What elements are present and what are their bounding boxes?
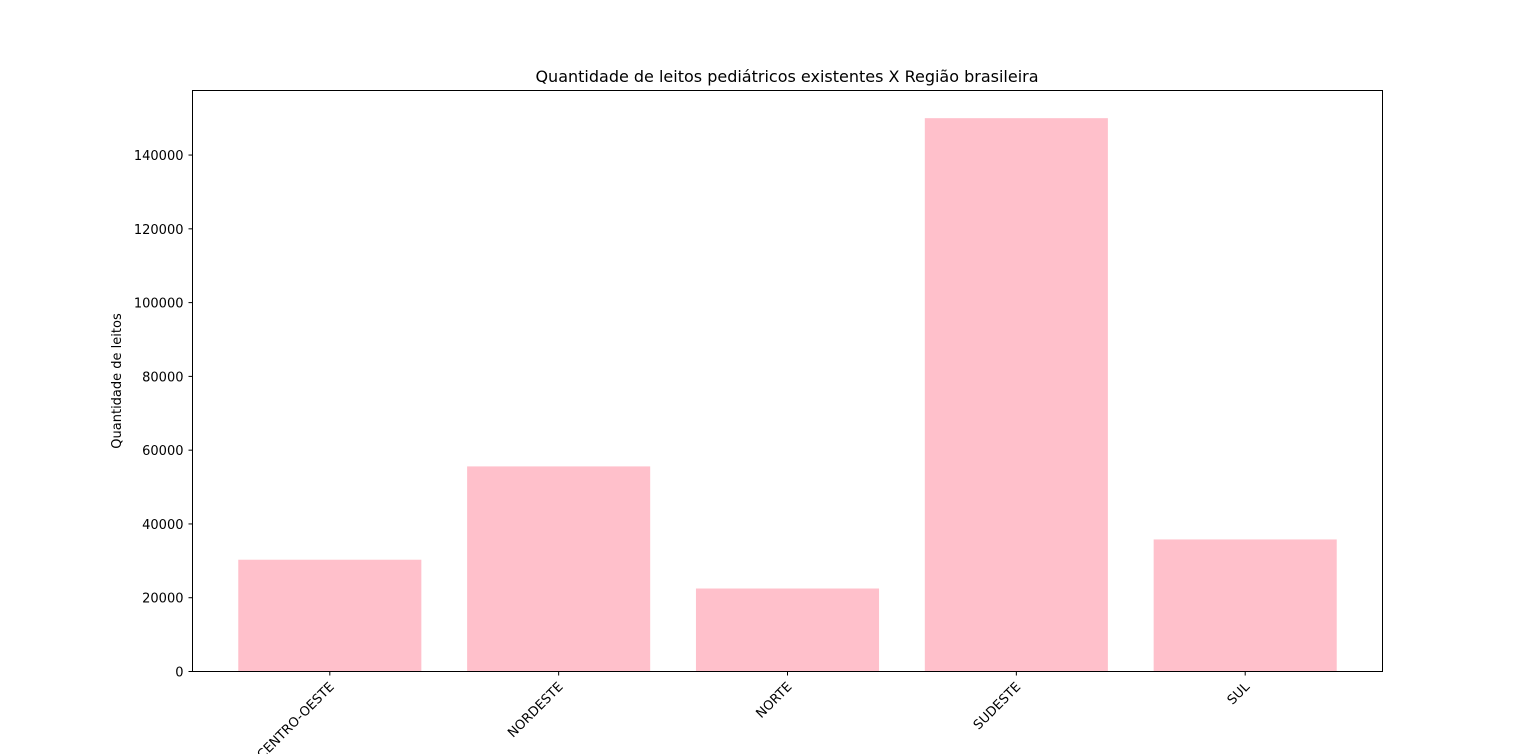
- y-tick-label: 80000: [142, 370, 183, 385]
- y-tick-label: 120000: [134, 223, 184, 238]
- bar-sudeste: [924, 118, 1108, 672]
- bars-group: [238, 118, 1337, 672]
- y-axis-label: Quantidade de leitos: [110, 313, 125, 449]
- y-tick-label: 0: [175, 666, 183, 681]
- bar-nordeste: [467, 466, 651, 672]
- x-axis-ticks: CENTRO-OESTE NORDESTE NORTE SUDESTE SUL: [255, 671, 1254, 754]
- y-tick-label: 100000: [134, 297, 184, 312]
- bar-norte: [695, 588, 880, 672]
- chart-title: Quantidade de leitos pediátricos existen…: [535, 67, 1038, 86]
- x-tick-label-sudeste: SUDESTE: [971, 680, 1024, 733]
- y-tick-label: 20000: [142, 592, 183, 607]
- y-axis-ticks: 0 20000 40000 60000 80000 100000 120000 140000: [134, 149, 193, 681]
- plot-frame: [192, 90, 1383, 672]
- y-tick-label: 40000: [142, 518, 183, 533]
- x-tick-label-sul: SUL: [1225, 679, 1254, 708]
- x-tick-label-nordeste: NORDESTE: [505, 680, 566, 741]
- bar-sul: [1153, 539, 1337, 672]
- bar-centro-oeste: [238, 559, 422, 672]
- y-tick-label: 140000: [134, 149, 184, 164]
- x-tick-label-norte: NORTE: [753, 680, 795, 722]
- y-tick-label: 60000: [142, 444, 183, 459]
- x-tick-label-centro-oeste: CENTRO-OESTE: [255, 680, 338, 754]
